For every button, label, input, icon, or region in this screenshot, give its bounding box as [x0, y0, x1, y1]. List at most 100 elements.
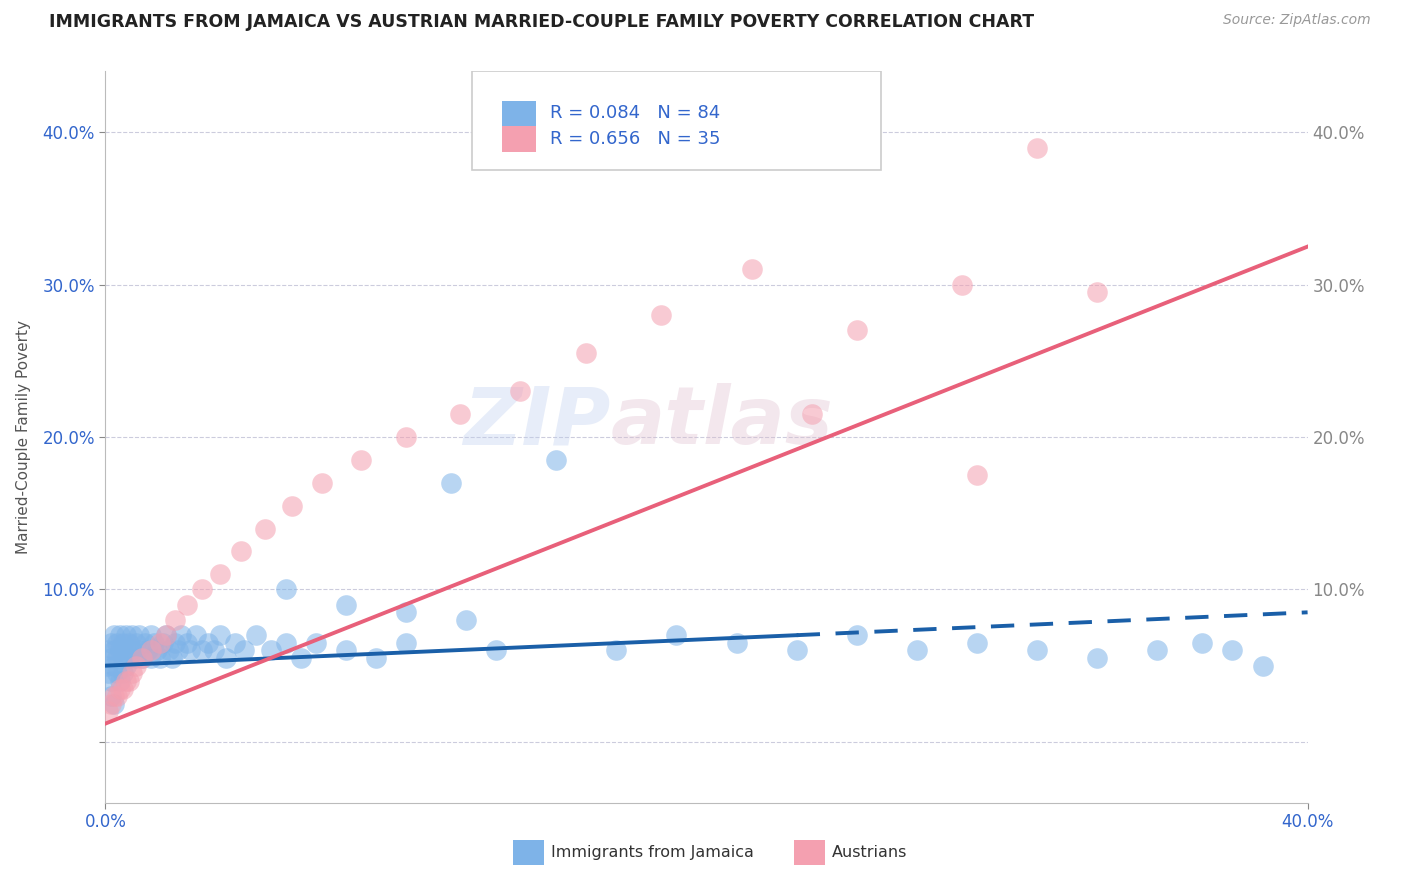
Text: R = 0.656   N = 35: R = 0.656 N = 35 [550, 129, 721, 148]
Point [1085, 285, 1108, 300]
Text: R = 0.084   N = 84: R = 0.084 N = 84 [550, 104, 720, 122]
Point [176, 636, 198, 650]
Point [274, 636, 297, 650]
Point [950, 277, 973, 292]
Point [134, 636, 156, 650]
Point [107, 636, 129, 650]
Point [845, 628, 868, 642]
Point [800, 407, 823, 421]
Point [395, 430, 418, 444]
Point [725, 636, 748, 650]
Point [145, 643, 167, 657]
Point [184, 628, 207, 642]
Point [395, 605, 418, 619]
Point [163, 613, 186, 627]
Point [148, 636, 170, 650]
Point [190, 643, 212, 657]
Point [112, 681, 135, 696]
Text: Source: ZipAtlas.com: Source: ZipAtlas.com [1223, 13, 1371, 28]
Point [115, 628, 138, 642]
Point [110, 628, 132, 642]
Point [136, 643, 159, 657]
Point [115, 673, 138, 688]
Point [107, 689, 129, 703]
Point [245, 628, 267, 642]
Point [124, 658, 146, 673]
Point [124, 651, 146, 665]
Point [214, 651, 236, 665]
Text: IMMIGRANTS FROM JAMAICA VS AUSTRIAN MARRIED-COUPLE FAMILY POVERTY CORRELATION CH: IMMIGRANTS FROM JAMAICA VS AUSTRIAN MARR… [49, 13, 1035, 31]
Point [115, 658, 138, 673]
Point [905, 643, 928, 657]
FancyBboxPatch shape [472, 71, 880, 170]
Point [115, 643, 138, 657]
Point [786, 643, 808, 657]
Point [97, 643, 120, 657]
Point [509, 384, 531, 399]
Point [260, 643, 283, 657]
Point [274, 582, 297, 597]
Point [335, 643, 357, 657]
Point [169, 628, 191, 642]
Point [281, 499, 304, 513]
Point [1085, 651, 1108, 665]
Point [107, 666, 129, 681]
Point [190, 582, 212, 597]
Point [118, 673, 141, 688]
Text: atlas: atlas [610, 384, 834, 461]
Point [107, 651, 129, 665]
Point [131, 651, 153, 665]
Point [845, 323, 868, 337]
Point [128, 628, 150, 642]
Point [966, 468, 988, 483]
Point [100, 697, 122, 711]
Point [103, 643, 125, 657]
Point [103, 658, 125, 673]
Point [208, 567, 231, 582]
Point [100, 636, 122, 650]
Point [118, 636, 141, 650]
Point [100, 689, 122, 703]
Point [97, 658, 120, 673]
Point [148, 651, 170, 665]
Point [103, 689, 125, 703]
Point [131, 651, 153, 665]
Point [176, 598, 198, 612]
Point [229, 544, 252, 558]
Text: Immigrants from Jamaica: Immigrants from Jamaica [551, 846, 754, 860]
Point [364, 651, 387, 665]
Point [1251, 658, 1274, 673]
Point [224, 636, 246, 650]
Point [163, 636, 186, 650]
Point [1222, 643, 1244, 657]
Point [139, 643, 162, 657]
Point [305, 636, 328, 650]
Point [546, 453, 568, 467]
Point [97, 666, 120, 681]
Point [100, 673, 122, 688]
Point [202, 643, 225, 657]
Point [1026, 643, 1049, 657]
Bar [502, 126, 536, 152]
Point [311, 475, 333, 490]
Point [139, 628, 162, 642]
Point [741, 262, 763, 277]
Point [350, 453, 373, 467]
Point [100, 651, 122, 665]
Point [103, 697, 125, 711]
Point [449, 407, 471, 421]
Point [112, 636, 135, 650]
Point [121, 628, 143, 642]
Point [152, 636, 174, 650]
Point [179, 643, 201, 657]
Text: ZIP: ZIP [463, 384, 610, 461]
Point [650, 308, 672, 322]
Point [1191, 636, 1213, 650]
Point [1146, 643, 1168, 657]
Point [110, 681, 132, 696]
Point [128, 643, 150, 657]
Point [395, 636, 418, 650]
Point [232, 643, 254, 657]
Point [155, 628, 177, 642]
Point [160, 651, 183, 665]
